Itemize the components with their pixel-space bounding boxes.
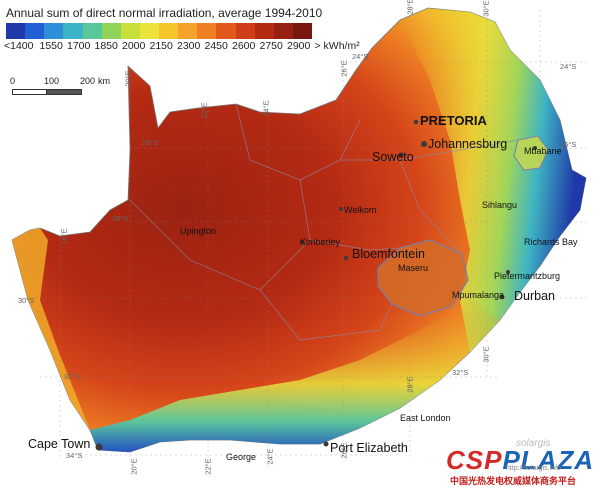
scale-label-0: 0: [10, 76, 16, 86]
legend-swatch-3: [63, 23, 83, 39]
legend-swatch-14: [273, 23, 293, 39]
label-kimberley: Kimberley: [300, 237, 341, 247]
cspplaza-logo: CSPPLAZA: [446, 445, 595, 475]
coord-30e: 30°E: [481, 0, 491, 17]
swaziland-border: [513, 135, 549, 171]
scale-bar: 0 100 200 km: [10, 76, 110, 96]
coord-28e-south: 28°E: [405, 376, 415, 393]
legend-tick-label: 2900: [287, 40, 311, 52]
legend-tick-label: 2150: [149, 40, 173, 52]
coord-24e: 24°E: [261, 100, 271, 117]
label-soweto: Soweto: [372, 150, 414, 164]
scale-unit: km: [98, 76, 110, 86]
coord-18e: 18°E: [59, 228, 69, 245]
legend-swatch-8: [159, 23, 179, 39]
coord-20e-south: 20°E: [129, 458, 139, 475]
label-george: George: [226, 452, 257, 462]
label-pretoria: PRETORIA: [420, 113, 487, 128]
coord-24s-east: 24°S: [560, 62, 577, 71]
legend-swatch-9: [178, 23, 198, 39]
legend-swatch-11: [216, 23, 236, 39]
coord-34s: 34°S: [66, 451, 83, 460]
legend-swatch-2: [44, 23, 64, 39]
label-mbabane: Mbabane: [524, 146, 562, 156]
coord-20e: 20°E: [123, 70, 133, 87]
solargis-watermark: solargis: [516, 438, 551, 449]
cspplaza-subtitle: 中国光热发电权威媒体商务平台: [450, 476, 577, 486]
legend-swatch-5: [101, 23, 121, 39]
south-coast-band: [90, 300, 500, 452]
coord-32s-east: 32°S: [452, 368, 469, 377]
label-richards-bay: Richards Bay: [524, 237, 578, 247]
legend-swatch-0: [6, 23, 26, 39]
legend-swatch-1: [25, 23, 45, 39]
scale-segment-2: [46, 89, 82, 95]
coord-26e: 26°E: [339, 60, 349, 77]
coord-26e-south: 26°E: [339, 442, 349, 459]
legend-unit-label: > kWh/m²: [314, 40, 360, 52]
legend-color-bar: [6, 23, 312, 39]
coord-24s: 24°S: [352, 52, 369, 61]
legend-swatch-7: [139, 23, 159, 39]
province-borders: [129, 103, 519, 341]
legend-swatch-6: [120, 23, 140, 39]
legend-swatch-15: [292, 23, 312, 39]
coord-22e-south: 22°E: [203, 458, 213, 475]
legend-tick-label: 2450: [204, 40, 228, 52]
label-sihlangu: Sihlangu: [482, 200, 518, 210]
coord-26s: 26°S: [142, 138, 159, 147]
lesotho-border: [377, 239, 469, 317]
legend-tick-label: 2000: [122, 40, 146, 52]
legend-swatch-4: [82, 23, 102, 39]
legend-swatch-10: [197, 23, 217, 39]
scale-label-200: 200: [80, 76, 96, 86]
label-bloemfontein: Bloemfontein: [352, 247, 425, 261]
legend-tick-label: 1850: [94, 40, 118, 52]
coord-32s: 32°S: [64, 372, 81, 381]
scale-segment-1: [12, 89, 48, 95]
label-pietermaritzburg: Pietermaritzburg: [494, 271, 561, 281]
legend-tick-labels: <1400 1550 1700 1850 2000 2150 2300 2450 2600 275…: [2, 40, 362, 54]
west-coast-strip: [12, 228, 90, 430]
legend-swatch-12: [235, 23, 255, 39]
legend-title: Annual sum of direct normal irradiation,…: [6, 6, 323, 20]
legend-tick-label: 1700: [67, 40, 91, 52]
graticule: [20, 10, 590, 470]
label-mpumalanga: Mpumalanga: [452, 290, 505, 300]
label-johannesburg: Johannesburg: [428, 137, 508, 151]
legend-tick-label: <1400: [4, 40, 34, 52]
solargis-url: http://solargis.info: [506, 465, 561, 472]
legend-swatch-13: [254, 23, 274, 39]
coord-28e: 28°E: [405, 0, 415, 15]
label-east-london: East London: [400, 413, 451, 423]
coord-24e-south: 24°E: [265, 448, 275, 465]
east-coast-band: [400, 8, 586, 352]
legend-tick-label: 2750: [259, 40, 283, 52]
city-markers: [95, 119, 537, 451]
label-upington: Upington: [180, 226, 217, 236]
cspplaza-watermark: solargis CSPPLAZA http://solargis.info 中…: [446, 438, 596, 489]
label-port-elizabeth: Port Elizabeth: [330, 441, 408, 455]
coord-22e: 22°E: [199, 102, 209, 119]
legend-tick-label: 2300: [177, 40, 201, 52]
legend-tick-label: 2600: [232, 40, 256, 52]
coord-30s: 30°S: [18, 296, 35, 305]
coord-26s-east: 26°S: [560, 140, 577, 149]
label-welkom: Welkom: [344, 205, 377, 215]
legend-tick-label: 1550: [39, 40, 63, 52]
label-durban: Durban: [514, 289, 555, 303]
coord-28s: 28°S: [112, 214, 129, 223]
coord-30e-south: 30°E: [481, 346, 491, 363]
scale-label-100: 100: [44, 76, 60, 86]
label-cape-town: Cape Town: [28, 437, 91, 451]
label-maseru: Maseru: [398, 263, 429, 273]
